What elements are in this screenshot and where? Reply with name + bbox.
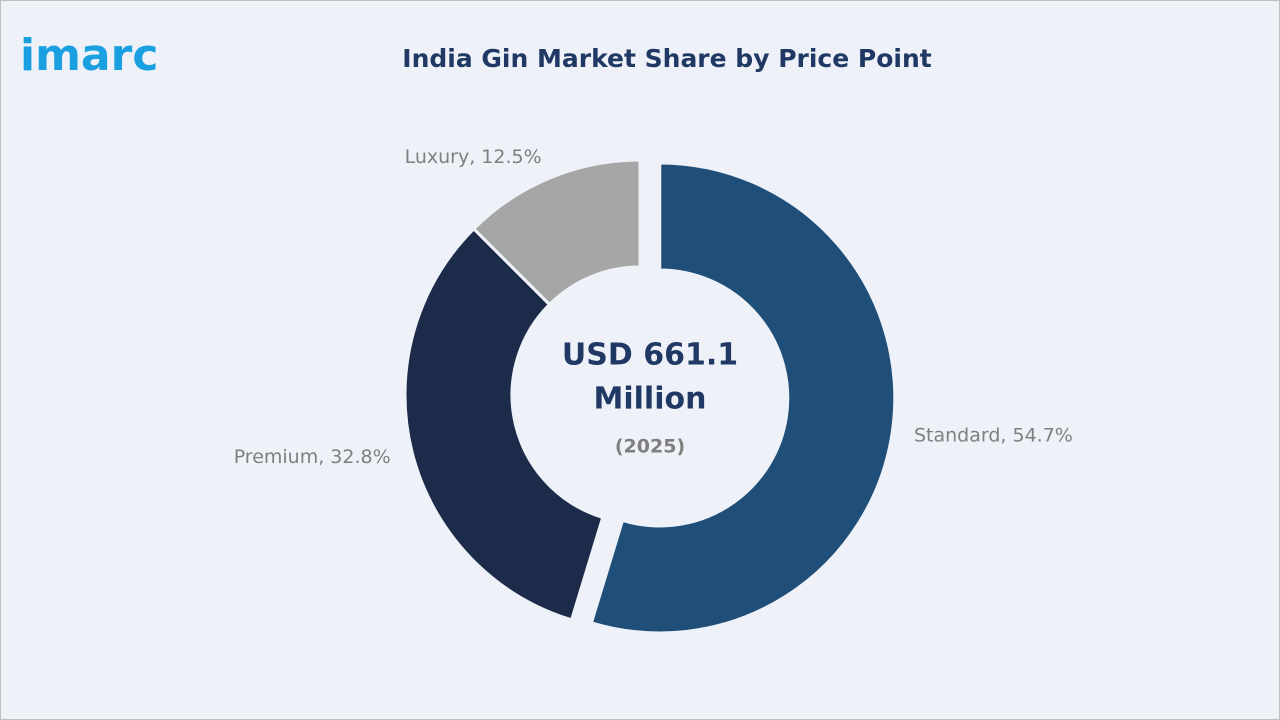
center-label: Million <box>594 382 707 417</box>
logo: imarc <box>20 30 158 81</box>
donut-slice <box>589 161 897 635</box>
chart-title: India Gin Market Share by Price Point <box>402 44 931 73</box>
donut-slice <box>471 158 642 307</box>
data-label: Premium, 32.8% <box>234 446 391 468</box>
data-label: Standard, 54.7% <box>914 424 1073 446</box>
donut-slice <box>403 226 605 622</box>
center-sublabel: (2025) <box>615 436 685 458</box>
data-label: Luxury, 12.5% <box>405 146 542 168</box>
center-label: USD 661.1 <box>562 338 738 373</box>
